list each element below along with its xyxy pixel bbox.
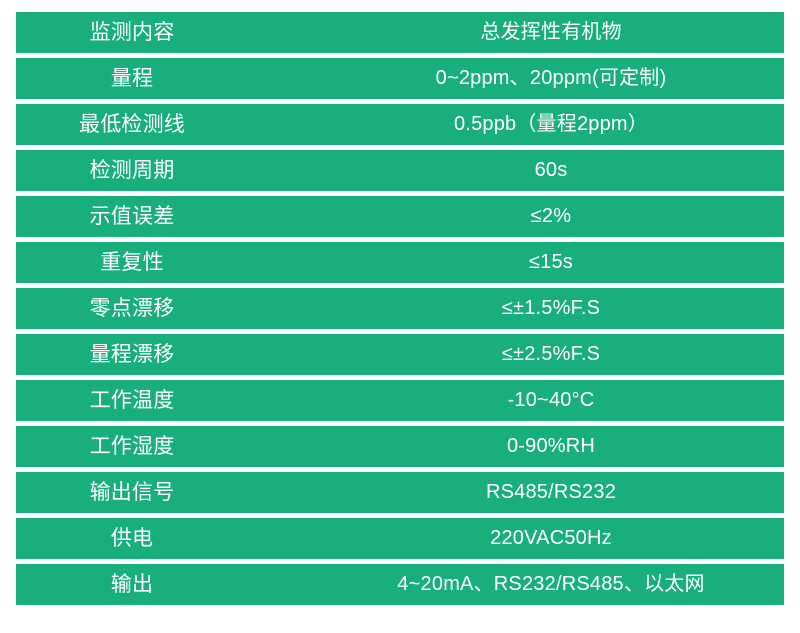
table-row: 量程漂移 ≤±2.5%F.S bbox=[16, 334, 784, 375]
row-label: 工作湿度 bbox=[89, 435, 175, 458]
row-value: ≤±1.5%F.S bbox=[501, 297, 601, 319]
row-value: 220VAC50Hz bbox=[490, 527, 612, 549]
row-value: 0~2ppm、20ppm(可定制) bbox=[435, 67, 667, 89]
table-row: 检测周期 60s bbox=[16, 150, 784, 191]
table-row: 工作湿度 0-90%RH bbox=[16, 426, 784, 467]
row-label: 工作温度 bbox=[89, 389, 175, 412]
table-row: 工作温度 -10~40°C bbox=[16, 380, 784, 421]
row-value: 4~20mA、RS232/RS485、以太网 bbox=[397, 573, 705, 595]
row-label: 检测周期 bbox=[89, 159, 175, 182]
row-label: 输出信号 bbox=[89, 481, 175, 504]
row-value: ≤2% bbox=[530, 205, 572, 227]
table-row: 监测内容 总发挥性有机物 bbox=[16, 12, 784, 53]
row-value: 总发挥性有机物 bbox=[480, 21, 622, 43]
row-value: 0-90%RH bbox=[506, 435, 596, 457]
table-row: 重复性 ≤15s bbox=[16, 242, 784, 283]
row-value: 60s bbox=[534, 159, 568, 181]
row-label: 重复性 bbox=[100, 251, 164, 274]
row-label: 最低检测线 bbox=[79, 113, 185, 136]
row-value: ≤±2.5%F.S bbox=[501, 343, 601, 365]
row-label: 量程漂移 bbox=[89, 343, 175, 366]
table-row: 零点漂移 ≤±1.5%F.S bbox=[16, 288, 784, 329]
table-row: 示值误差 ≤2% bbox=[16, 196, 784, 237]
row-label: 监测内容 bbox=[89, 21, 175, 44]
row-value: -10~40°C bbox=[507, 389, 595, 411]
table-row: 输出 4~20mA、RS232/RS485、以太网 bbox=[16, 564, 784, 605]
row-value: 0.5ppb（量程2ppm） bbox=[453, 113, 648, 135]
row-value: RS485/RS232 bbox=[485, 481, 617, 503]
table-row: 输出信号 RS485/RS232 bbox=[16, 472, 784, 513]
table-row: 供电 220VAC50Hz bbox=[16, 518, 784, 559]
row-label: 输出 bbox=[110, 573, 154, 596]
row-label: 供电 bbox=[110, 527, 154, 550]
table-row: 最低检测线 0.5ppb（量程2ppm） bbox=[16, 104, 784, 145]
row-value: ≤15s bbox=[528, 251, 574, 273]
row-label: 零点漂移 bbox=[89, 297, 175, 320]
specification-table: 监测内容 总发挥性有机物 量程 0~2ppm、20ppm(可定制) 最低检测线 … bbox=[16, 12, 784, 610]
table-row: 量程 0~2ppm、20ppm(可定制) bbox=[16, 58, 784, 99]
row-label: 量程 bbox=[110, 67, 154, 90]
row-label: 示值误差 bbox=[89, 205, 175, 228]
